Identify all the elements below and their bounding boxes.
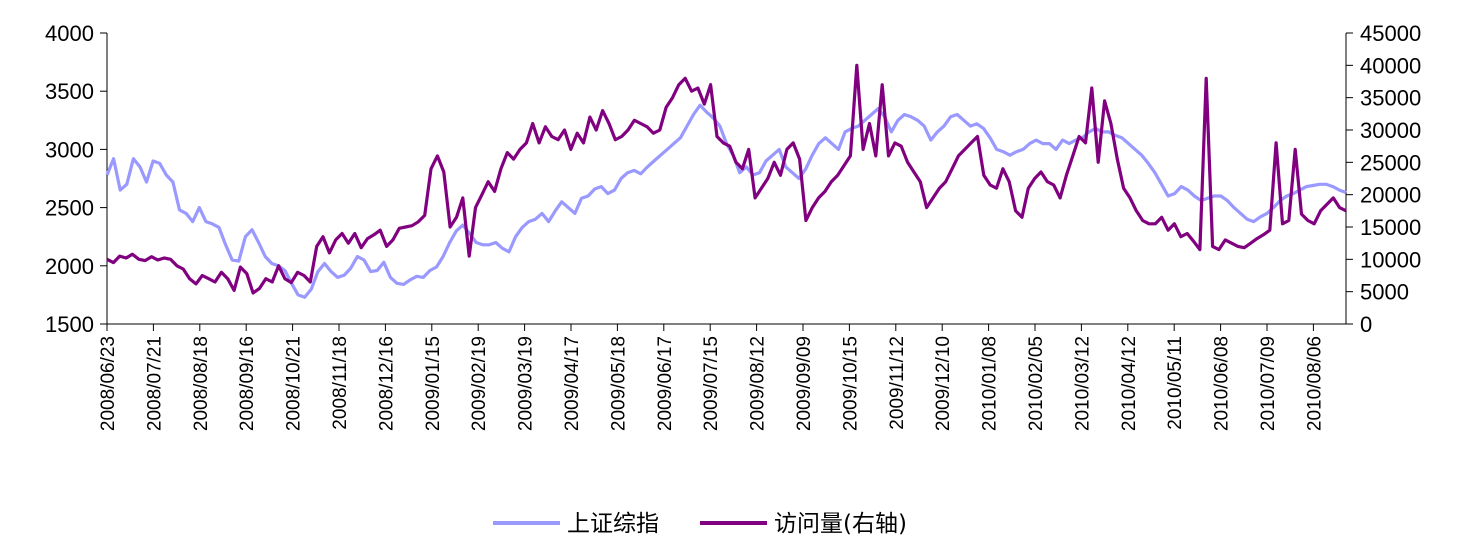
series-layer	[105, 63, 1347, 299]
x-tick-label: 2009/07/15	[701, 336, 722, 431]
left-tick-label: 2000	[45, 254, 94, 279]
x-axis: 2008/06/23 2008/07/21 2008/08/18 2008/09/16…	[98, 323, 1346, 431]
x-tick-label: 2010/01/08	[980, 336, 1001, 431]
right-tick-label: 0	[1360, 312, 1372, 337]
x-tick-label: 2009/09/09	[794, 336, 815, 431]
left-tick-label: 3500	[45, 79, 94, 104]
right-tick-label: 5000	[1360, 280, 1409, 305]
series-line-1	[106, 63, 1347, 295]
x-tick-label: 2010/06/08	[1212, 336, 1233, 431]
x-tick-label: 2010/04/12	[1119, 336, 1140, 431]
left-tick-label: 1500	[45, 312, 94, 337]
right-tick-label: 25000	[1360, 150, 1421, 175]
right-tick-label: 10000	[1360, 247, 1421, 272]
x-tick-label: 2008/09/16	[237, 336, 258, 431]
x-tick-label: 2009/01/15	[423, 336, 444, 431]
x-tick-label: 2008/06/23	[98, 336, 119, 431]
x-tick-label: 2010/07/09	[1258, 336, 1279, 431]
legend: 上证综指 访问量(右轴)	[493, 511, 907, 537]
left-tick-label: 4000	[45, 21, 94, 46]
x-tick-label: 2009/06/17	[655, 336, 676, 431]
x-tick-label: 2009/05/18	[608, 336, 629, 431]
x-tick-label: 2008/08/18	[191, 336, 212, 431]
x-tick-label: 2010/05/11	[1165, 336, 1186, 430]
x-tick-label: 2009/08/12	[748, 336, 769, 431]
x-tick-label: 2009/04/17	[562, 336, 583, 431]
right-tick-label: 45000	[1360, 21, 1421, 46]
left-y-axis: 1500 2000 2500 3000 3500 4000	[45, 21, 108, 337]
x-tick-label: 2010/03/12	[1072, 336, 1093, 431]
legend-label-0: 上证综指	[567, 511, 659, 537]
x-tick-label: 2010/08/06	[1304, 336, 1325, 431]
x-tick-label: 2009/10/15	[840, 336, 861, 431]
legend-label-1: 访问量(右轴)	[774, 511, 907, 537]
x-tick-label: 2008/10/21	[284, 336, 305, 431]
right-tick-label: 30000	[1360, 118, 1421, 143]
x-tick-label: 2009/02/19	[469, 336, 490, 431]
right-tick-label: 40000	[1360, 53, 1421, 78]
x-tick-label: 2009/11/12	[887, 336, 908, 430]
right-tick-label: 20000	[1360, 183, 1421, 208]
x-tick-label: 2008/07/21	[144, 336, 165, 431]
right-tick-label: 15000	[1360, 215, 1421, 240]
x-tick-label: 2008/12/16	[376, 336, 397, 431]
right-y-axis: 0 5000 10000 15000 20000 25000 30000 35000 40000…	[1345, 21, 1421, 337]
x-tick-label: 2009/03/19	[516, 336, 537, 431]
right-tick-label: 35000	[1360, 86, 1421, 111]
x-tick-label: 2008/11/18	[330, 336, 351, 430]
left-tick-label: 3000	[45, 137, 94, 162]
x-tick-label: 2010/02/05	[1026, 336, 1047, 431]
x-tick-label: 2009/12/10	[933, 336, 954, 431]
left-tick-label: 2500	[45, 196, 94, 221]
series-line-0	[105, 103, 1347, 299]
